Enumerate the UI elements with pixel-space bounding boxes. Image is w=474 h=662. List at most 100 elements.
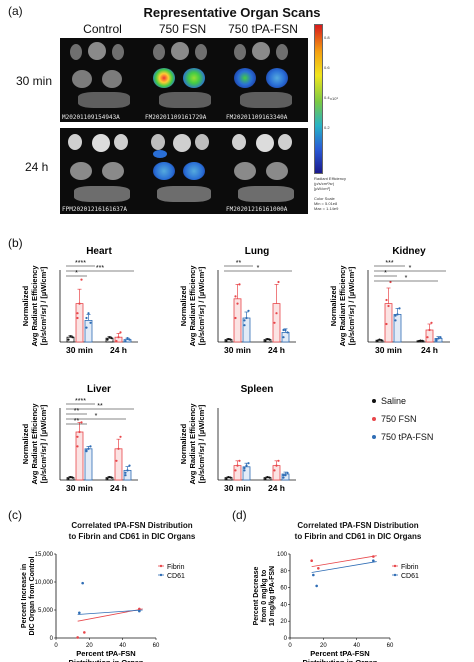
data-point <box>108 476 111 479</box>
panel-a-title: Representative Organ Scans <box>143 5 321 20</box>
x-tick-label: 0 <box>288 643 292 649</box>
y-tick-label: 0 <box>284 636 288 642</box>
x-axis-label: Percent tPA-FSN <box>310 649 369 658</box>
scatter-chart-d: 0 20 40 60 0 20 40 60 80 100 Percent tPA-FSNDistri… <box>253 552 419 662</box>
data-point <box>277 459 280 462</box>
tpa-fsn-marker-icon <box>372 435 376 439</box>
bar-chart-kidney: Kidney Normalized Avg Radiant Efficiency [p… <box>329 246 450 355</box>
data-point <box>80 278 83 281</box>
trend-line <box>77 609 143 615</box>
data-point <box>85 449 88 452</box>
data-point <box>243 469 246 472</box>
legend-label: Fibrin <box>401 564 419 571</box>
chart-title: Heart <box>86 246 112 257</box>
y-axis-label: Avg Radiant Efficiency <box>30 265 39 347</box>
legend-item-750-fsn: 750 FSN <box>372 410 433 428</box>
data-point <box>225 339 228 342</box>
data-point <box>117 336 120 339</box>
chart-title: Liver <box>87 384 111 395</box>
bar <box>75 303 84 343</box>
trend-line <box>311 561 377 573</box>
data-point <box>282 476 285 479</box>
data-point <box>115 459 118 462</box>
data-point <box>437 337 440 340</box>
data-point <box>247 462 250 465</box>
y-axis-label: Percent Decrease <box>253 567 260 626</box>
data-point <box>378 338 381 341</box>
data-point <box>238 459 241 462</box>
panel-c-title: Correlated tPA-FSN Distribution to Fibri… <box>68 521 196 541</box>
data-point <box>89 321 92 324</box>
data-point <box>439 336 442 339</box>
panel-a-letter: (a) <box>8 4 23 18</box>
data-point <box>234 316 237 320</box>
y-tick-label: 100 <box>277 552 288 558</box>
x-tick-label: 24 h <box>110 483 127 493</box>
data-point <box>124 474 127 477</box>
data-point <box>380 339 383 342</box>
y-tick-label: 15,000 <box>35 552 54 558</box>
y-tick-label: 60 <box>280 586 287 592</box>
data-point <box>264 339 267 342</box>
data-point <box>89 445 92 448</box>
correlation-scatter-charts: 0 20 40 60 0 5,000 10,000 15,000 Percent tPA-FSN… <box>21 552 419 662</box>
y-axis-label: Normalized <box>21 423 30 464</box>
bar-chart-heart: Heart Normalized Avg Radiant Efficiency [p/… <box>21 246 138 355</box>
data-point <box>110 337 113 340</box>
data-point <box>115 339 118 343</box>
data-point <box>273 321 276 324</box>
significance-label: * <box>95 413 98 420</box>
fsn-marker-icon <box>372 417 376 421</box>
data-point <box>284 328 287 332</box>
bar <box>425 329 434 343</box>
bar <box>233 298 242 343</box>
saline-marker-icon <box>372 399 376 403</box>
bar <box>393 314 402 343</box>
y-axis-label: Percent Increase in <box>21 564 28 628</box>
x-tick-label: 24 h <box>268 483 285 493</box>
radiant-efficiency-color-bar <box>314 24 323 174</box>
x-tick-label: 40 <box>119 643 126 649</box>
data-point <box>243 324 246 327</box>
y-axis-label: Normalized <box>179 423 188 464</box>
y-tick-label: 10,000 <box>35 580 54 586</box>
bar-chart-liver: Liver Normalized Avg Radiant Efficiency [p/… <box>21 384 138 493</box>
significance-label: **** <box>75 260 86 267</box>
x-tick-label: 30 min <box>66 345 93 355</box>
x-tick-label: 60 <box>153 643 160 649</box>
significance-label: ** <box>74 418 80 425</box>
data-point <box>124 471 127 474</box>
x-tick-label: 30 min <box>375 345 402 355</box>
legend: Saline 750 FSN 750 tPA-FSN <box>372 392 433 446</box>
y-axis-label: [p/s/cm²/sr] / [µW/cm²] <box>39 404 48 483</box>
y-axis-label: [p/s/cm²/sr] / [µW/cm²] <box>347 266 356 345</box>
significance-label: ** <box>97 403 103 410</box>
column-label-control: Control <box>83 22 122 36</box>
data-point <box>138 607 141 611</box>
legend-label: CD61 <box>167 573 185 580</box>
data-point <box>264 477 267 480</box>
bar <box>84 448 93 481</box>
data-point <box>80 421 83 424</box>
data-point <box>119 331 122 334</box>
organ-scan-750-tpa-fsn-24h: FM20201216161000A <box>224 128 308 214</box>
significance-label: * <box>384 270 387 277</box>
x-tick-label: 30 min <box>224 483 251 493</box>
data-point <box>394 314 397 317</box>
significance-label: * <box>409 265 412 272</box>
data-point <box>396 313 399 316</box>
data-point <box>78 611 81 615</box>
row-label-24-h: 24 h <box>25 160 49 174</box>
data-point <box>243 466 246 470</box>
data-point <box>234 469 237 472</box>
x-tick-label: 24 h <box>421 345 438 355</box>
significance-label: * <box>75 270 78 277</box>
bar <box>384 303 393 343</box>
data-point <box>126 337 129 340</box>
bar <box>272 303 281 343</box>
y-axis-label: Avg Radiant Efficiency <box>338 265 347 347</box>
column-label-750-tpa-fsn: 750 tPA-FSN <box>228 22 298 36</box>
data-point <box>275 312 278 315</box>
x-axis-label: Percent tPA-FSN <box>76 649 135 658</box>
